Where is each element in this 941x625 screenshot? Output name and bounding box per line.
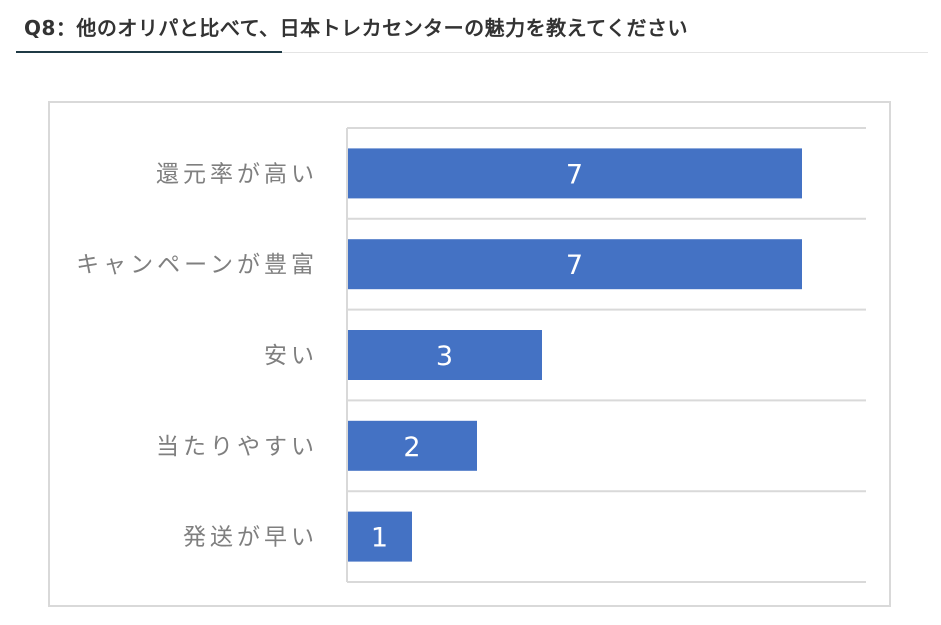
bar-2 <box>347 330 542 380</box>
category-label-0: 還元率が高い <box>156 161 318 187</box>
value-label-2: 3 <box>436 341 453 372</box>
value-label-0: 7 <box>566 159 583 190</box>
bar-1 <box>347 239 802 290</box>
bar-4 <box>347 511 412 562</box>
bar-3 <box>347 420 477 471</box>
value-label-4: 1 <box>371 523 388 554</box>
category-label-2: 安い <box>264 343 318 369</box>
value-labels: 7 7 3 2 1 <box>371 159 583 553</box>
category-label-1: キャンペーンが豊富 <box>76 252 318 278</box>
bar-0 <box>347 148 802 199</box>
value-label-1: 7 <box>566 250 583 281</box>
category-label-3: 当たりやすい <box>156 434 318 460</box>
gridlines <box>347 127 866 583</box>
page-title: Q8：他のオリパと比べて、日本トレカセンターの魅力を教えてください <box>24 16 689 40</box>
category-label-4: 発送が早い <box>183 525 318 551</box>
title-accent-underline <box>16 51 282 53</box>
bars <box>347 148 802 562</box>
value-label-3: 2 <box>403 432 420 463</box>
title-divider <box>16 52 928 53</box>
